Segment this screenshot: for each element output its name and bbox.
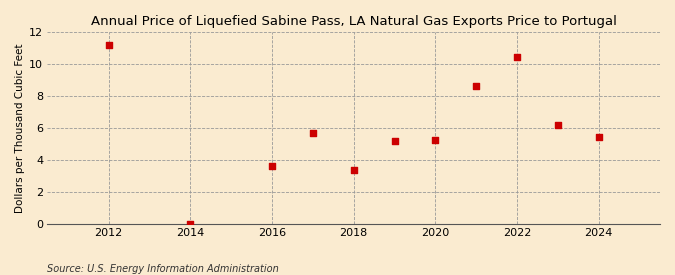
Point [389, 139, 400, 144]
Title: Annual Price of Liquefied Sabine Pass, LA Natural Gas Exports Price to Portugal: Annual Price of Liquefied Sabine Pass, L… [91, 15, 617, 28]
Y-axis label: Dollars per Thousand Cubic Feet: Dollars per Thousand Cubic Feet [15, 43, 25, 213]
Point [512, 54, 522, 59]
Point [430, 138, 441, 142]
Text: Source: U.S. Energy Information Administration: Source: U.S. Energy Information Administ… [47, 264, 279, 274]
Point [267, 164, 277, 169]
Point [103, 43, 114, 47]
Point [471, 84, 482, 89]
Point [553, 123, 564, 128]
Point [348, 168, 359, 172]
Point [593, 134, 604, 139]
Point [185, 221, 196, 226]
Point [308, 131, 319, 136]
